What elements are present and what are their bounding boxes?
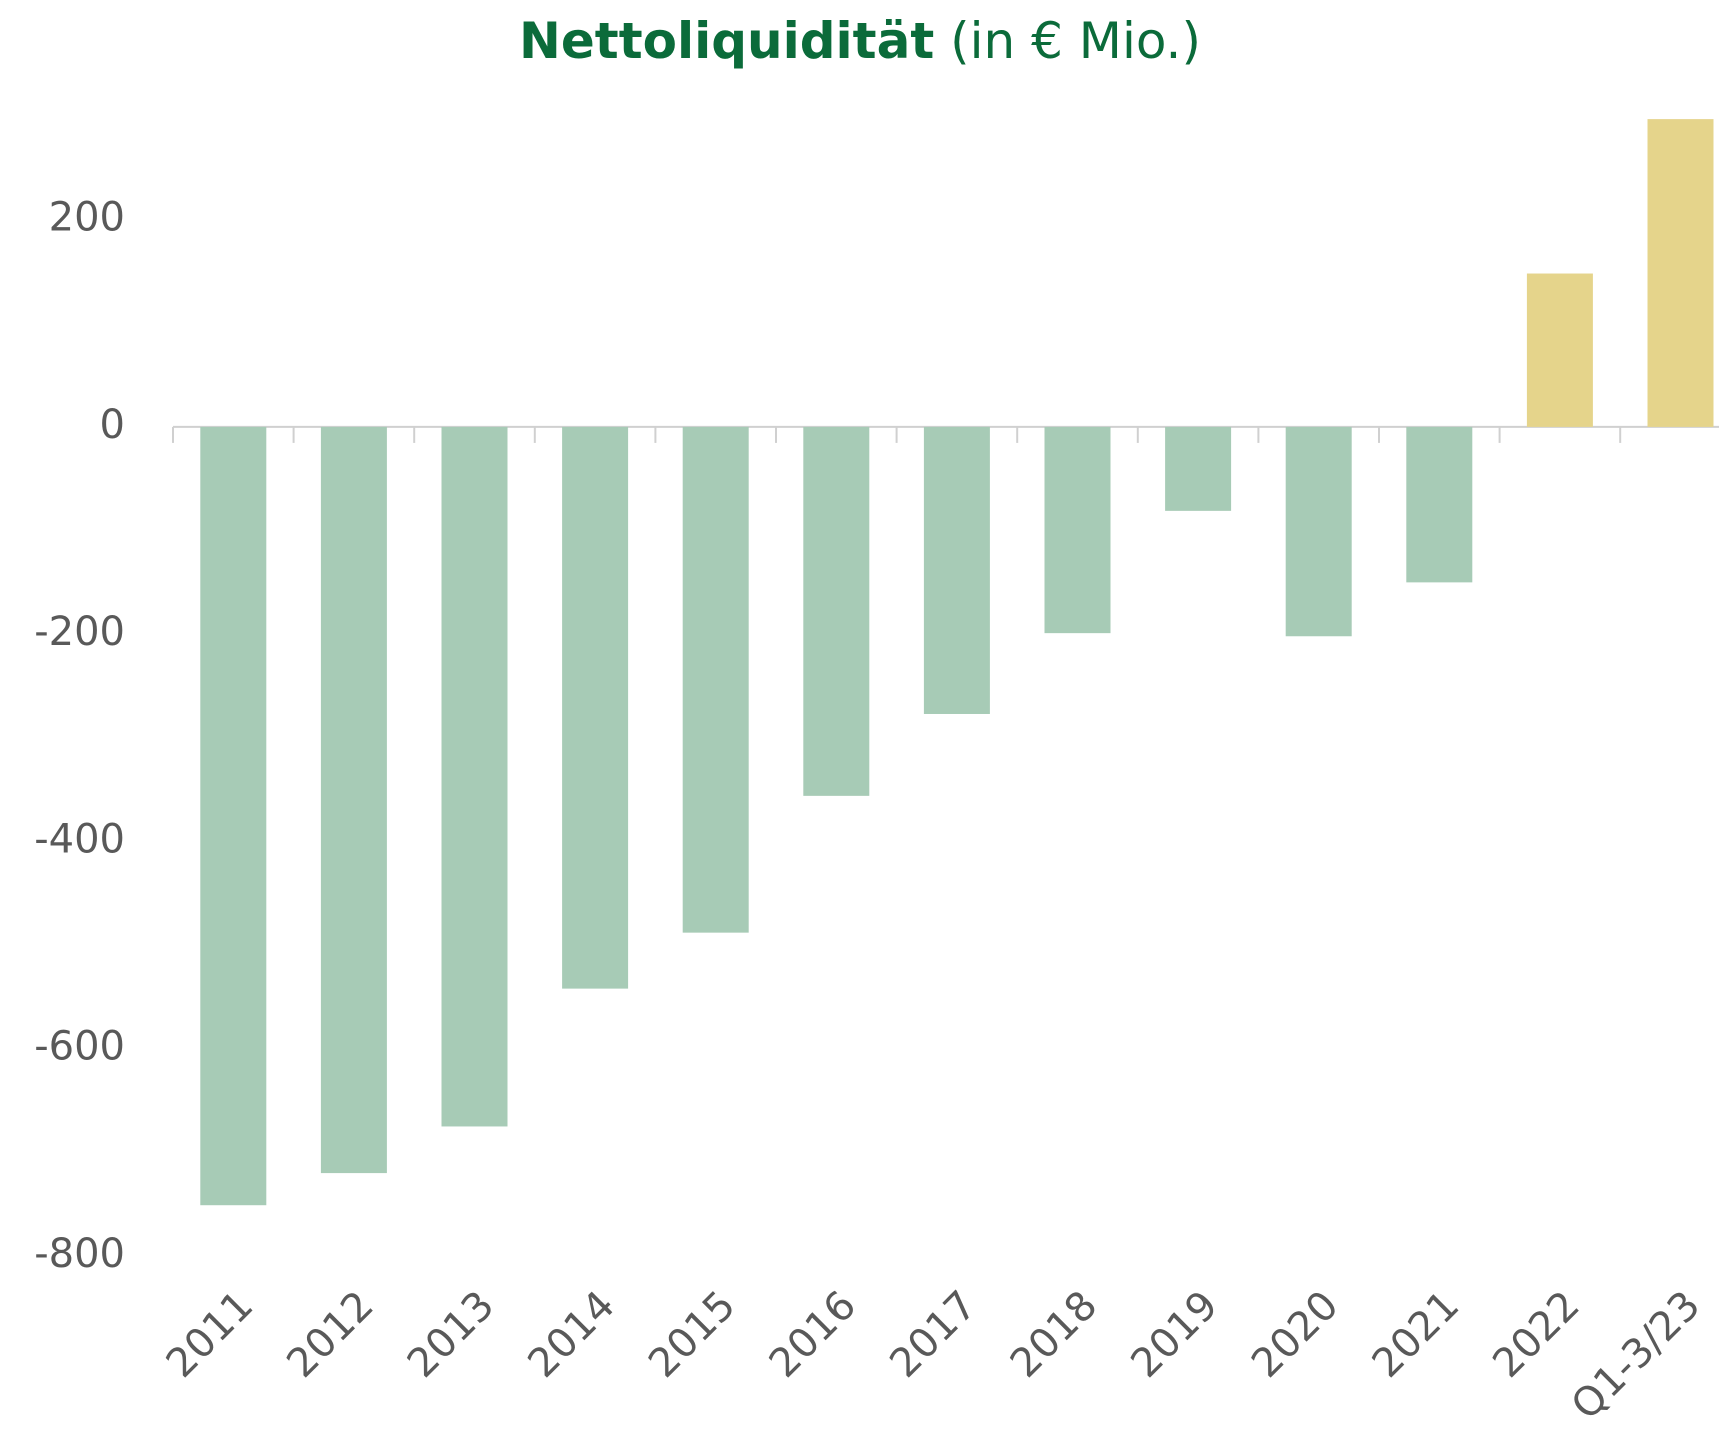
bar xyxy=(1165,426,1232,511)
bar xyxy=(200,426,267,1206)
bar xyxy=(441,426,508,1127)
y-tick-label: -800 xyxy=(34,1231,125,1277)
x-tick-label: 2018 xyxy=(1002,1282,1107,1387)
x-tick-label: 2013 xyxy=(399,1282,504,1387)
bar xyxy=(1526,273,1593,427)
x-tick-label: Q1-3/23 xyxy=(1563,1282,1710,1429)
x-tick-label: 2012 xyxy=(278,1282,383,1387)
x-tick-label: 2016 xyxy=(761,1282,866,1387)
bar xyxy=(1044,426,1111,634)
bar xyxy=(562,426,629,989)
bar xyxy=(1285,426,1352,637)
chart-title: Nettoliquidität xyxy=(519,12,934,70)
y-tick-label: 0 xyxy=(100,402,125,448)
bar xyxy=(1647,119,1714,427)
x-tick-label: 2011 xyxy=(158,1282,263,1387)
bar xyxy=(682,426,749,933)
bar xyxy=(320,426,387,1174)
x-tick-label: 2014 xyxy=(519,1282,624,1387)
chart-title-suffix: (in € Mio.) xyxy=(950,12,1201,70)
y-tick-label: 200 xyxy=(49,195,125,241)
bar xyxy=(803,426,870,796)
x-tick-label: 2015 xyxy=(640,1282,745,1387)
bar xyxy=(923,426,990,714)
chart-title-group: Nettoliquidität (in € Mio.) xyxy=(519,12,1201,70)
y-tick-label: -600 xyxy=(34,1024,125,1070)
y-tick-label: -200 xyxy=(34,609,125,655)
x-tick-label: 2021 xyxy=(1364,1282,1469,1387)
x-tick-label: 2020 xyxy=(1243,1282,1348,1387)
x-tick-label: 2019 xyxy=(1122,1282,1227,1387)
y-tick-label: -400 xyxy=(34,816,125,862)
x-tick-label: 2022 xyxy=(1484,1282,1589,1387)
x-tick-label: 2017 xyxy=(881,1282,986,1387)
bar xyxy=(1406,426,1473,583)
